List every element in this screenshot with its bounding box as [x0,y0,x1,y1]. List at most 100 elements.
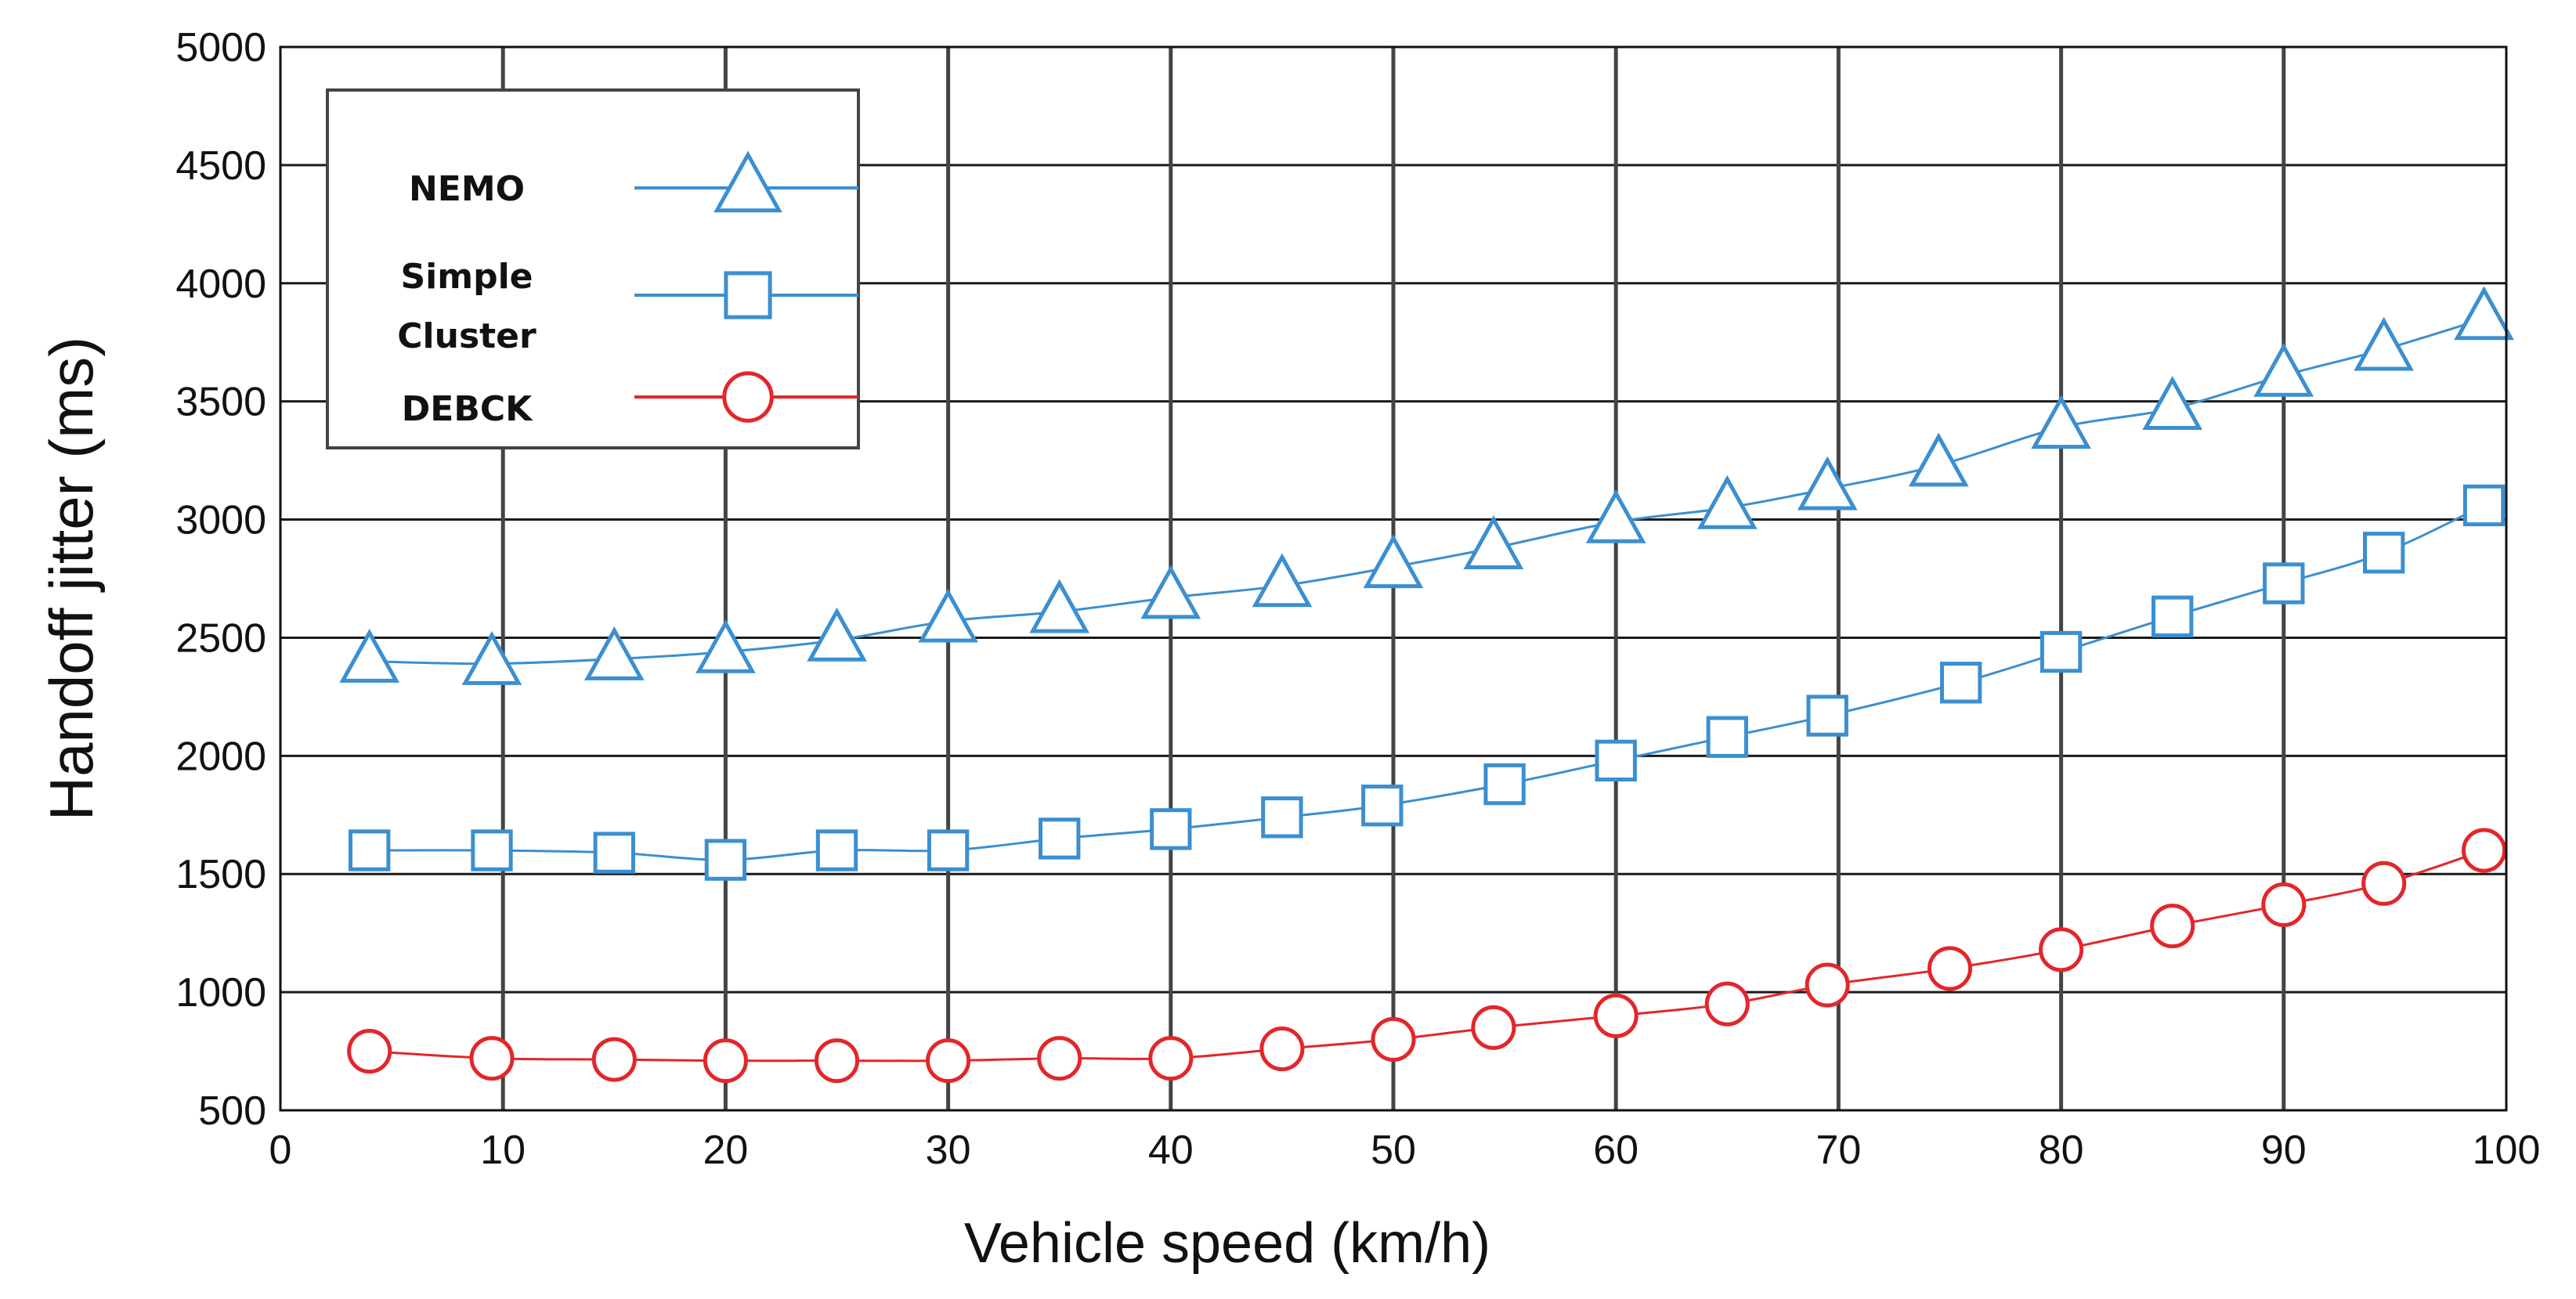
data-point-square [2151,595,2194,637]
legend-marker-triangle [714,150,782,213]
data-point-triangle [1797,456,1858,511]
data-point-circle [1037,1036,1082,1081]
data-point-triangle [1463,515,1524,570]
data-point-triangle [339,628,400,683]
data-point-square [593,832,635,874]
legend-marker-circle [722,371,774,423]
data-point-square [1940,662,1982,704]
series-debck [347,828,2507,1084]
x-tick-label: 10 [480,1128,526,1173]
x-axis-title: Vehicle speed (km/h) [964,1212,1490,1275]
data-point-square [471,829,513,871]
y-axis-title: Handoff jitter (ms) [37,337,106,821]
data-point-square [704,839,747,881]
legend-label: Simple [400,257,533,297]
legend-entry: Simple Cluster [397,257,858,356]
data-point-square [1706,716,1748,758]
series-nemo [339,286,2514,685]
tick-labels: 500 1000 1500 2000 2500 3000 3500 4000 4500 5000 0… [175,25,2540,1173]
data-point-triangle [461,630,522,685]
series-simple-cluster [349,484,2506,881]
data-point-square [349,829,391,871]
data-point-triangle [807,607,867,662]
x-tick-label: 90 [2261,1128,2307,1173]
data-point-square [2363,532,2405,574]
x-tick-label: 50 [1371,1128,1416,1173]
data-point-square [1150,808,1192,850]
legend-entry: DEBCK [402,371,858,429]
data-point-triangle [1252,553,1313,608]
y-tick-label: 2500 [175,615,266,661]
legend-marker-square [724,271,772,319]
y-tick-label: 4000 [175,262,266,307]
data-point-square [1483,763,1526,806]
legend-label: DEBCK [402,389,533,429]
x-tick-label: 70 [1815,1128,1861,1173]
y-tick-label: 5000 [175,25,266,70]
data-point-square [1806,695,1848,737]
data-point-circle [347,1029,392,1074]
y-tick-label: 3000 [175,498,266,543]
data-point-triangle [1029,579,1090,633]
data-point-circle [1148,1036,1194,1081]
data-point-triangle [1363,534,1424,589]
data-point-circle [591,1037,637,1082]
legend-label: NEMO [409,169,525,209]
x-tick-label: 0 [269,1128,292,1173]
y-tick-label: 1500 [175,852,266,897]
data-point-square [815,829,858,871]
x-tick-label: 20 [703,1128,748,1173]
data-point-triangle [2142,376,2203,430]
legend-label: Cluster [397,316,537,356]
x-tick-label: 30 [926,1128,971,1173]
data-point-circle [1259,1026,1305,1072]
data-point-circle [1471,1005,1516,1050]
x-tick-label: 60 [1593,1128,1638,1173]
data-point-triangle [918,588,978,643]
data-point-square [1261,796,1303,839]
data-point-circle [1704,981,1750,1027]
data-point-triangle [695,619,756,673]
data-point-square [927,829,970,871]
data-point-circle [2150,904,2195,949]
data-point-triangle [2253,342,2314,397]
data-point-circle [1805,962,1850,1008]
data-point-triangle [1696,474,1758,529]
data-point-triangle [1140,565,1201,619]
data-point-circle [2462,828,2507,873]
y-tick-label: 2000 [175,734,266,779]
data-point-square [2263,562,2305,604]
data-point-circle [1593,993,1638,1038]
data-point-circle [2261,882,2307,927]
data-point-triangle [583,626,645,680]
data-point-triangle [1908,432,1969,487]
data-point-triangle [2031,395,2091,449]
data-point-square [1595,739,1637,782]
legend: NEMO Simple Cluster DEBCK [326,88,860,449]
data-point-circle [703,1038,748,1084]
data-point-circle [1927,946,1973,991]
data-point-circle [814,1038,860,1084]
y-tick-label: 1000 [175,970,266,1016]
data-point-circle [926,1038,971,1084]
legend-entry: NEMO [409,150,858,213]
x-tick-label: 80 [2039,1128,2084,1173]
series-layer [339,286,2514,1084]
data-point-circle [2361,861,2407,906]
data-point-square [2039,630,2083,673]
data-point-triangle [2354,316,2415,371]
y-tick-label: 4500 [175,143,266,189]
data-point-circle [2039,927,2084,972]
data-point-circle [1371,1016,1416,1063]
y-tick-label: 3500 [175,380,266,425]
y-tick-label: 500 [198,1088,266,1134]
data-point-circle [469,1036,515,1081]
plot-frame [279,45,2508,1112]
data-point-square [1361,785,1404,827]
data-point-triangle [1585,489,1646,543]
x-tick-label: 40 [1148,1128,1194,1173]
data-point-square [2462,484,2506,527]
data-point-square [1039,817,1081,860]
data-point-triangle [2454,286,2514,341]
